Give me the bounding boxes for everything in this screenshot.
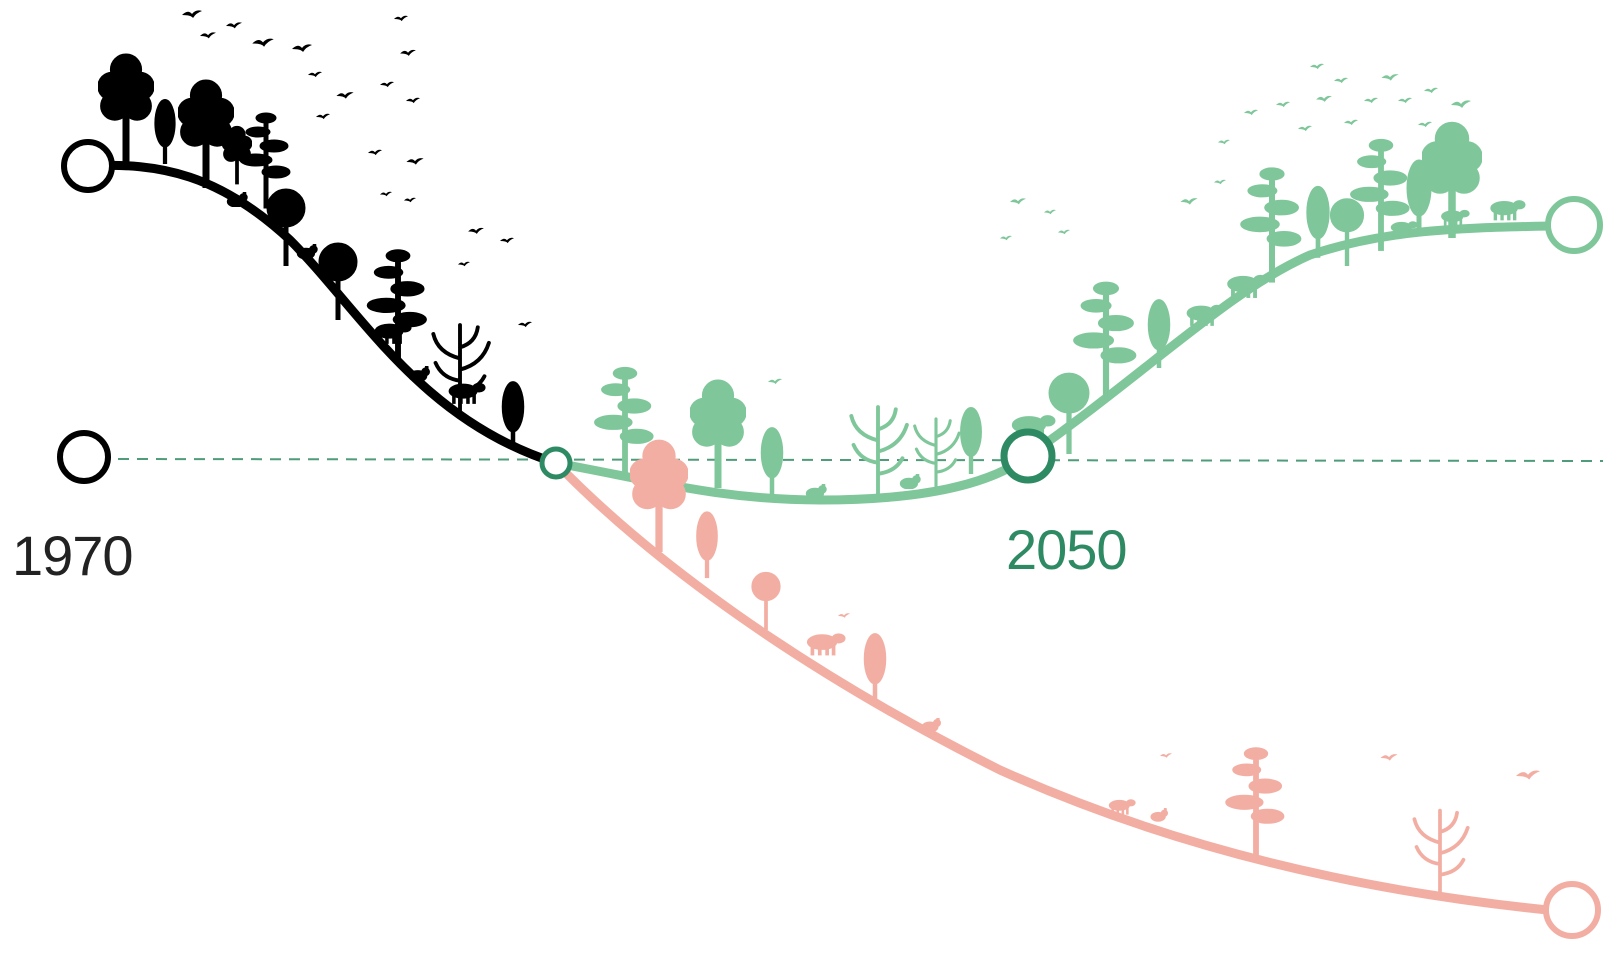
poplar-tree-icon [154, 98, 176, 164]
bird-icon [1418, 121, 1432, 128]
bird-icon [1276, 101, 1290, 108]
decline-end-marker [1543, 881, 1601, 939]
decline-trajectory-line [551, 458, 1553, 915]
bird-icon [336, 92, 354, 99]
bird-icon [1380, 754, 1398, 761]
bird-icon [182, 10, 202, 18]
bird-icon [1344, 119, 1358, 126]
poplar-tree-icon [960, 407, 982, 474]
bird-icon [1316, 95, 1332, 102]
deer-icon [1490, 200, 1526, 221]
bird-flock-icons [838, 613, 1540, 780]
bird-icon [368, 149, 382, 156]
round-tree-icon [1329, 198, 1365, 266]
bare-tree-icon [912, 417, 961, 490]
bird-icon [292, 44, 312, 52]
bird-icon [1381, 74, 1399, 81]
bird-icon [400, 49, 416, 56]
bird-icon [406, 97, 420, 104]
bird-icon [1058, 229, 1070, 235]
bird-icon [1451, 100, 1471, 108]
tree-icon [690, 379, 746, 488]
recovery-end-marker [1545, 196, 1603, 254]
rabbit-icon [899, 474, 921, 489]
bird-icon [500, 237, 514, 244]
bird-icon [1180, 198, 1198, 205]
bird-icon [1364, 97, 1378, 104]
baseline-dashed-line [117, 458, 1603, 462]
start-year-label: 1970 [12, 524, 134, 587]
rabbit-icon [921, 718, 942, 732]
bird-icon [308, 71, 322, 78]
bird-icon [458, 261, 470, 267]
bird-icon [1334, 77, 1348, 84]
fox-icon [1108, 799, 1136, 815]
bare-tree-icon [851, 407, 907, 496]
bear-icon [374, 322, 412, 344]
bird-icon [1516, 770, 1540, 780]
bird-icon [394, 15, 408, 22]
pine-tree-icon [366, 249, 427, 362]
target-year-label: 2050 [1006, 518, 1128, 581]
bird-icon [1310, 63, 1324, 70]
bird-icon [1244, 109, 1258, 116]
bird-icon [200, 32, 216, 39]
bird-icon [1218, 139, 1230, 145]
wolf-icon [1441, 209, 1470, 227]
pine-tree-icon [1225, 747, 1285, 858]
bird-icon [1010, 198, 1026, 205]
bird-flock-icons [182, 10, 532, 328]
bird-icon [468, 227, 484, 234]
bird-icon [380, 191, 392, 197]
past-ecosystem-icons [98, 10, 532, 450]
bird-flock-icons [768, 63, 1471, 385]
small-animal-icon [408, 366, 430, 382]
bird-icon [1424, 87, 1438, 94]
bird-icon [406, 158, 424, 165]
bird-icon [380, 81, 394, 88]
fox-icon [806, 633, 846, 656]
bird-icon [1298, 125, 1312, 132]
bird-icon [1398, 97, 1412, 104]
bird-icon [1214, 179, 1226, 185]
bird-icon [404, 197, 416, 203]
bird-icon [1000, 235, 1012, 241]
bird-icon [1160, 753, 1172, 758]
poplar-tree-icon [696, 511, 718, 579]
round-tree-icon [751, 571, 781, 630]
poplar-tree-icon [760, 427, 784, 496]
poplar-tree-icon [863, 633, 887, 702]
bird-icon [768, 378, 782, 385]
tree-icon [98, 53, 154, 162]
bird-icon [518, 321, 532, 328]
past-trajectory-line [83, 160, 561, 468]
bird-icon [252, 38, 274, 47]
bird-icon [1044, 209, 1056, 215]
wild-boar-icon [448, 382, 486, 404]
rabbit-icon [1150, 808, 1168, 822]
divergence-point-marker [539, 446, 573, 480]
start-point-marker [61, 139, 115, 193]
bird-icon [838, 613, 850, 618]
bird-icon [316, 113, 330, 120]
target-2050-marker [1000, 428, 1056, 484]
bird-icon [226, 22, 242, 29]
decline-ecosystem-icons [630, 439, 1540, 896]
baseline-start-marker [57, 430, 111, 484]
bare-tree-icon [1414, 811, 1467, 896]
